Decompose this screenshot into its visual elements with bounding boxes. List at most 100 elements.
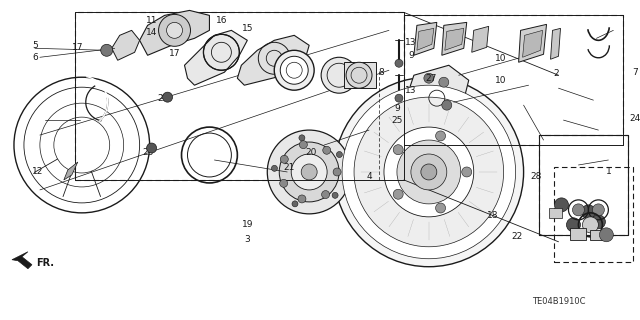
Circle shape bbox=[280, 56, 308, 84]
Bar bbox=[359, 110, 479, 210]
Text: 12: 12 bbox=[32, 167, 44, 176]
Circle shape bbox=[299, 135, 305, 141]
Text: 13: 13 bbox=[405, 38, 417, 47]
Polygon shape bbox=[140, 11, 209, 55]
Text: 23: 23 bbox=[142, 148, 154, 156]
Circle shape bbox=[271, 165, 278, 171]
Circle shape bbox=[346, 62, 372, 88]
Circle shape bbox=[280, 179, 287, 187]
Circle shape bbox=[301, 164, 317, 180]
Circle shape bbox=[159, 14, 191, 46]
Circle shape bbox=[424, 73, 434, 83]
Polygon shape bbox=[404, 65, 468, 130]
Circle shape bbox=[298, 195, 306, 203]
Polygon shape bbox=[184, 30, 247, 85]
Circle shape bbox=[337, 152, 342, 157]
Circle shape bbox=[147, 143, 157, 153]
Polygon shape bbox=[442, 22, 467, 55]
Circle shape bbox=[292, 201, 298, 207]
Bar bbox=[75, 12, 404, 180]
Circle shape bbox=[279, 142, 339, 202]
Circle shape bbox=[572, 204, 584, 216]
Text: 17: 17 bbox=[169, 49, 180, 58]
Text: 8: 8 bbox=[378, 68, 384, 77]
Circle shape bbox=[411, 154, 447, 190]
Circle shape bbox=[332, 192, 338, 198]
Circle shape bbox=[393, 145, 403, 155]
Circle shape bbox=[393, 189, 403, 199]
Polygon shape bbox=[550, 28, 561, 59]
Text: 16: 16 bbox=[216, 16, 227, 25]
Text: 27: 27 bbox=[425, 74, 436, 83]
Circle shape bbox=[300, 141, 307, 149]
Circle shape bbox=[600, 228, 613, 242]
Text: 10: 10 bbox=[495, 76, 506, 85]
Text: 3: 3 bbox=[244, 235, 250, 244]
Circle shape bbox=[593, 204, 604, 216]
Text: 9: 9 bbox=[394, 104, 400, 113]
Polygon shape bbox=[12, 252, 32, 269]
Circle shape bbox=[291, 154, 327, 190]
Text: 14: 14 bbox=[146, 28, 157, 37]
Circle shape bbox=[334, 77, 524, 267]
Circle shape bbox=[342, 85, 516, 259]
Polygon shape bbox=[112, 30, 140, 60]
Polygon shape bbox=[518, 24, 547, 62]
Circle shape bbox=[591, 215, 605, 229]
Circle shape bbox=[321, 57, 357, 93]
Polygon shape bbox=[417, 28, 434, 50]
Circle shape bbox=[280, 155, 288, 163]
Text: 13: 13 bbox=[405, 86, 417, 95]
Circle shape bbox=[100, 44, 113, 56]
Bar bbox=[548, 208, 563, 218]
Polygon shape bbox=[445, 28, 464, 50]
Circle shape bbox=[395, 59, 403, 67]
Circle shape bbox=[395, 94, 403, 102]
Circle shape bbox=[384, 127, 474, 217]
Text: 25: 25 bbox=[391, 116, 403, 124]
Text: 5: 5 bbox=[32, 41, 38, 50]
Circle shape bbox=[554, 198, 568, 212]
Circle shape bbox=[436, 131, 445, 141]
Circle shape bbox=[566, 218, 580, 232]
Bar bbox=[554, 167, 634, 262]
Text: 7: 7 bbox=[632, 68, 638, 77]
Circle shape bbox=[461, 167, 472, 177]
Text: 15: 15 bbox=[241, 24, 253, 33]
Circle shape bbox=[581, 205, 595, 219]
Polygon shape bbox=[472, 26, 489, 52]
Circle shape bbox=[436, 203, 445, 213]
Circle shape bbox=[163, 92, 173, 102]
Bar bbox=[570, 228, 586, 240]
Text: 1: 1 bbox=[605, 167, 611, 176]
Text: 24: 24 bbox=[630, 114, 640, 123]
Text: 18: 18 bbox=[487, 211, 499, 220]
Circle shape bbox=[442, 100, 452, 110]
Bar bbox=[538, 135, 628, 235]
Text: 6: 6 bbox=[32, 53, 38, 62]
Bar bbox=[591, 230, 602, 240]
Circle shape bbox=[421, 164, 437, 180]
Circle shape bbox=[268, 130, 351, 214]
Circle shape bbox=[166, 22, 182, 38]
Text: 22: 22 bbox=[511, 232, 522, 241]
Text: 4: 4 bbox=[366, 172, 372, 181]
Text: 20: 20 bbox=[305, 148, 317, 156]
Text: 10: 10 bbox=[495, 54, 506, 63]
Circle shape bbox=[321, 191, 330, 198]
Text: 11: 11 bbox=[146, 16, 157, 25]
Text: TE04B1910C: TE04B1910C bbox=[532, 297, 585, 306]
Polygon shape bbox=[523, 30, 543, 57]
Circle shape bbox=[333, 168, 341, 176]
Polygon shape bbox=[237, 35, 309, 85]
Circle shape bbox=[354, 97, 504, 247]
Circle shape bbox=[582, 217, 598, 233]
Circle shape bbox=[439, 77, 449, 87]
Text: 2: 2 bbox=[554, 69, 559, 78]
Text: 19: 19 bbox=[241, 220, 253, 229]
Text: 9: 9 bbox=[408, 51, 414, 60]
Text: 21: 21 bbox=[284, 164, 295, 172]
Bar bbox=[538, 135, 628, 235]
Circle shape bbox=[275, 50, 314, 90]
Text: 17: 17 bbox=[72, 43, 84, 52]
